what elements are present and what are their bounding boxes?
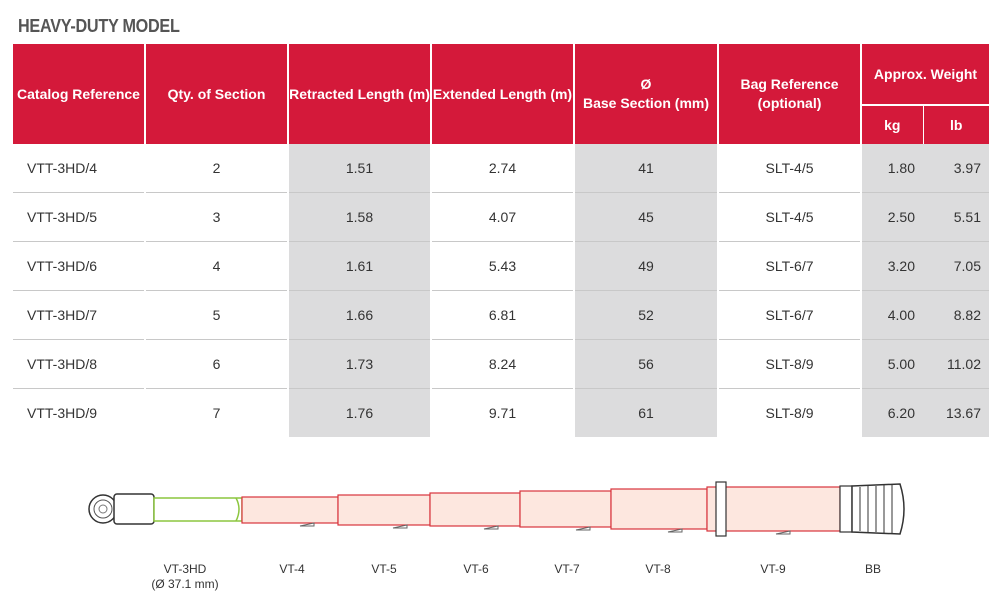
cell-qty-of-section: 4 (144, 241, 289, 291)
cell-weight-lb: 8.82 (923, 290, 991, 340)
cell-weight-kg: 6.20 (860, 388, 923, 437)
cell-qty-of-section: 7 (144, 388, 289, 437)
vt-5-section (337, 494, 431, 529)
vt-6-section (429, 492, 521, 530)
cell-weight-kg: 4.00 (860, 290, 923, 340)
cell-retracted-length: 1.73 (287, 339, 432, 389)
header-retracted-length: Retracted Length (m) (287, 44, 432, 144)
cell-extended-length: 6.81 (430, 290, 575, 340)
cell-extended-length: 8.24 (430, 339, 575, 389)
page-title: HEAVY-DUTY MODEL (18, 16, 180, 36)
cell-catalog-reference: VTT-3HD/8 (11, 339, 146, 389)
cell-bag-reference: SLT-8/9 (717, 339, 862, 389)
cell-retracted-length: 1.58 (287, 192, 432, 242)
cell-weight-kg: 1.80 (860, 144, 923, 193)
cell-base-section: 45 (573, 192, 719, 242)
cell-base-section: 56 (573, 339, 719, 389)
header-base-section: Ø Base Section (mm) (573, 44, 719, 144)
cell-retracted-length: 1.51 (287, 144, 432, 193)
label-vt-7: VT-7 (554, 562, 580, 576)
header-kg: kg (860, 104, 924, 144)
header-catalog-reference: Catalog Reference (11, 44, 146, 144)
vt-9-section (706, 481, 841, 537)
cell-bag-reference: SLT-6/7 (717, 241, 862, 291)
cell-weight-lb: 7.05 (923, 241, 991, 291)
label-vt-3hd-diameter: (Ø 37.1 mm) (151, 577, 219, 591)
table-row: VTT-3HD/8 6 1.73 8.24 56 SLT-8/9 5.00 11.02 (11, 339, 991, 389)
cell-catalog-reference: VTT-3HD/5 (11, 192, 146, 242)
vt-3hd-section (153, 497, 243, 522)
cell-extended-length: 9.71 (430, 388, 575, 437)
cell-weight-lb: 13.67 (923, 388, 991, 437)
cell-retracted-length: 1.61 (287, 241, 432, 291)
cell-bag-reference: SLT-4/5 (717, 192, 862, 242)
pole-diagram: VT-3HD (Ø 37.1 mm) VT-4 VT-5 VT-6 VT-7 V… (0, 460, 1000, 604)
label-vt-3hd-name: VT-3HD (163, 562, 207, 576)
header-lb: lb (922, 104, 991, 144)
vt-4-section (241, 496, 339, 527)
cell-catalog-reference: VTT-3HD/9 (11, 388, 146, 437)
cell-qty-of-section: 6 (144, 339, 289, 389)
cell-weight-kg: 2.50 (860, 192, 923, 242)
table-row: VTT-3HD/9 7 1.76 9.71 61 SLT-8/9 6.20 13.67 (11, 388, 991, 437)
bb-end-cap-icon (839, 483, 905, 535)
cell-extended-length: 5.43 (430, 241, 575, 291)
cell-retracted-length: 1.76 (287, 388, 432, 437)
telescopic-pole-illustration (88, 481, 905, 537)
cell-catalog-reference: VTT-3HD/4 (11, 144, 146, 193)
header-extended-length: Extended Length (m) (430, 44, 575, 144)
vt-7-section (519, 490, 612, 531)
cell-base-section: 52 (573, 290, 719, 340)
vt-8-section (610, 488, 708, 533)
cell-bag-reference: SLT-4/5 (717, 144, 862, 193)
table-row: VTT-3HD/4 2 1.51 2.74 41 SLT-4/5 1.80 3.97 (11, 144, 991, 193)
cell-weight-kg: 3.20 (860, 241, 923, 291)
diameter-symbol: Ø (640, 76, 652, 92)
label-vt-4: VT-4 (279, 562, 305, 576)
base-section-label: Base Section (mm) (582, 95, 710, 111)
cell-weight-lb: 5.51 (923, 192, 991, 242)
cell-bag-reference: SLT-8/9 (717, 388, 862, 437)
cell-catalog-reference: VTT-3HD/7 (11, 290, 146, 340)
cell-bag-reference: SLT-6/7 (717, 290, 862, 340)
label-vt-5: VT-5 (371, 562, 397, 576)
table-row: VTT-3HD/6 4 1.61 5.43 49 SLT-6/7 3.20 7.05 (11, 241, 991, 291)
tip-head-icon (88, 493, 155, 525)
cell-qty-of-section: 5 (144, 290, 289, 340)
cell-qty-of-section: 3 (144, 192, 289, 242)
table-row: VTT-3HD/7 5 1.66 6.81 52 SLT-6/7 4.00 8.82 (11, 290, 991, 340)
header-qty-of-section: Qty. of Section (144, 44, 289, 144)
table-row: VTT-3HD/5 3 1.58 4.07 45 SLT-4/5 2.50 5.51 (11, 192, 991, 242)
cell-base-section: 49 (573, 241, 719, 291)
cell-base-section: 61 (573, 388, 719, 437)
label-vt-3hd: VT-3HD (Ø 37.1 mm) (145, 562, 225, 592)
cell-retracted-length: 1.66 (287, 290, 432, 340)
header-approx-weight: Approx. Weight (860, 44, 991, 105)
header-bag-reference: Bag Reference (optional) (717, 44, 862, 144)
label-vt-6: VT-6 (463, 562, 489, 576)
cell-weight-lb: 3.97 (923, 144, 991, 193)
label-vt-8: VT-8 (645, 562, 671, 576)
cell-base-section: 41 (573, 144, 719, 193)
spec-table: Catalog Reference Qty. of Section Retrac… (11, 44, 991, 437)
cell-catalog-reference: VTT-3HD/6 (11, 241, 146, 291)
label-bb: BB (864, 562, 881, 576)
cell-weight-kg: 5.00 (860, 339, 923, 389)
cell-weight-lb: 11.02 (923, 339, 991, 389)
cell-extended-length: 4.07 (430, 192, 575, 242)
label-vt-9: VT-9 (760, 562, 786, 576)
cell-extended-length: 2.74 (430, 144, 575, 193)
cell-qty-of-section: 2 (144, 144, 289, 193)
